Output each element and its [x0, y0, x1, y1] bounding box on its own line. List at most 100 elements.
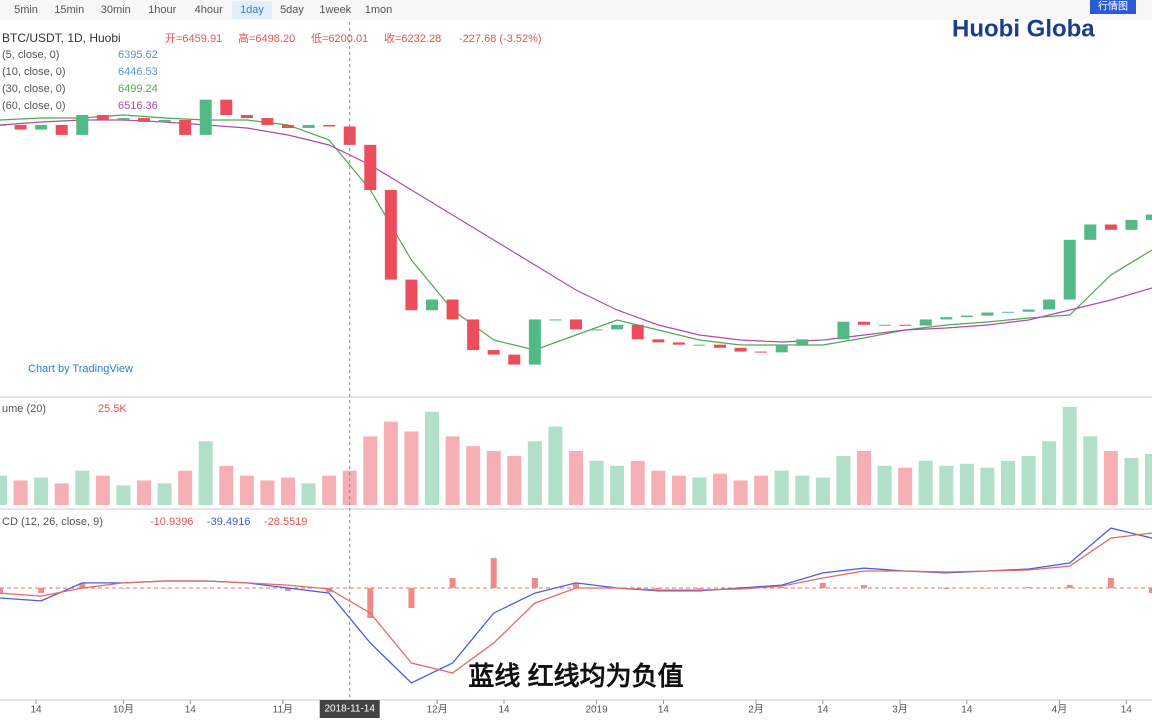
volume-bar	[301, 483, 316, 505]
volume-bar	[1062, 406, 1077, 505]
candle	[631, 324, 644, 340]
x-tick-label: 14	[961, 705, 973, 716]
view-button-label[interactable]: 行情图	[1098, 0, 1128, 13]
volume-bar	[1124, 457, 1139, 505]
ma-line	[0, 114, 1152, 351]
candle	[899, 324, 912, 326]
histogram-bar	[1066, 584, 1073, 589]
histogram-bar	[655, 588, 662, 589]
ohlc-value: 开=6459.91	[165, 33, 222, 45]
interval-button[interactable]: 15min	[54, 4, 84, 16]
volume-bar	[157, 483, 172, 505]
histogram-bar	[573, 582, 579, 589]
candle	[364, 144, 377, 191]
volume-bar	[918, 460, 933, 505]
candle	[837, 321, 850, 340]
volume-bar	[713, 473, 727, 505]
volume-bar	[548, 426, 563, 505]
candle	[35, 124, 48, 130]
candle	[199, 99, 212, 135]
ma-line	[0, 119, 1152, 343]
candle	[755, 351, 768, 353]
volume-bar	[898, 467, 913, 505]
candle	[570, 319, 582, 330]
volume-bar	[260, 480, 275, 505]
x-tick-label: 14	[185, 705, 197, 716]
watermark: Chart by TradingView	[28, 363, 133, 375]
volume-bar	[363, 436, 378, 505]
candle	[1063, 239, 1076, 300]
macd-legend-value: -28.5519	[264, 516, 307, 528]
histogram-bar	[943, 588, 950, 589]
candle	[508, 354, 521, 365]
candle	[138, 118, 150, 122]
macd-title: CD (12, 26, close, 9)	[2, 516, 103, 528]
candle	[261, 118, 274, 125]
x-tick-label: 12月	[427, 704, 448, 716]
volume-bar	[857, 451, 871, 505]
candle	[343, 126, 356, 145]
histogram-bar	[819, 582, 826, 589]
volume-bar	[239, 475, 254, 505]
interval-active[interactable]	[232, 1, 272, 19]
volume-bar	[651, 470, 666, 505]
x-tick-label: 10月	[113, 704, 134, 716]
candle	[1043, 299, 1056, 310]
volume-bar	[1083, 436, 1098, 505]
candle	[940, 317, 953, 320]
candle	[734, 347, 747, 352]
volume-bar	[219, 465, 234, 505]
volume-bar	[0, 475, 7, 505]
candle	[919, 319, 932, 326]
volume-bar	[959, 463, 974, 505]
ma-legend: (60, close, 0)	[2, 100, 66, 112]
interval-button[interactable]: 30min	[101, 4, 131, 16]
volume-bar	[54, 483, 69, 505]
volume-bar	[466, 446, 481, 505]
ohlc-value: 高=6498.20	[238, 31, 295, 45]
interval-button[interactable]: 1hour	[148, 4, 176, 16]
candle	[1125, 219, 1138, 230]
interval-button[interactable]: 1week	[319, 4, 351, 16]
volume-bar	[178, 470, 193, 505]
histogram-bar	[1107, 578, 1114, 589]
volume-bar	[980, 467, 995, 505]
interval-button[interactable]: 5day	[280, 4, 304, 16]
toolbar	[0, 0, 1152, 20]
histogram-bar	[1025, 587, 1032, 589]
macd-line	[0, 527, 1152, 684]
histogram-bar	[243, 588, 250, 589]
histogram-bar	[0, 588, 3, 593]
x-tick-label: 14	[658, 705, 670, 716]
ma-legend: (5, close, 0)	[2, 49, 59, 61]
candle	[960, 315, 973, 318]
x-tick-label: 14	[1121, 705, 1133, 716]
histogram-bar	[161, 588, 168, 589]
volume-bar	[322, 475, 337, 505]
x-tick-label: 14	[817, 705, 829, 716]
histogram-bar	[696, 588, 703, 589]
x-tick-label: 14	[498, 705, 510, 716]
histogram-bar	[1149, 588, 1152, 594]
interval-button[interactable]: 5min	[14, 4, 38, 16]
histogram-bar	[861, 585, 867, 589]
candle	[652, 339, 665, 343]
volume-bar	[754, 475, 769, 505]
histogram-bar	[449, 578, 456, 589]
candle	[858, 321, 870, 325]
volume-bar	[1145, 453, 1152, 505]
volume-bar	[692, 477, 707, 505]
volume-bar	[507, 455, 522, 505]
histogram-bar	[984, 588, 991, 589]
interval-button[interactable]: 1mon	[365, 4, 393, 16]
interval-button[interactable]: 4hour	[195, 4, 223, 16]
crosshair-label: 2018-11-14	[325, 704, 376, 715]
candle	[96, 114, 109, 120]
view-button[interactable]	[1090, 0, 1136, 14]
interval-button[interactable]: 1day	[240, 4, 264, 16]
x-tick-label: 2019	[585, 705, 608, 716]
histogram-bar	[38, 588, 45, 593]
volume-bar	[815, 477, 830, 505]
